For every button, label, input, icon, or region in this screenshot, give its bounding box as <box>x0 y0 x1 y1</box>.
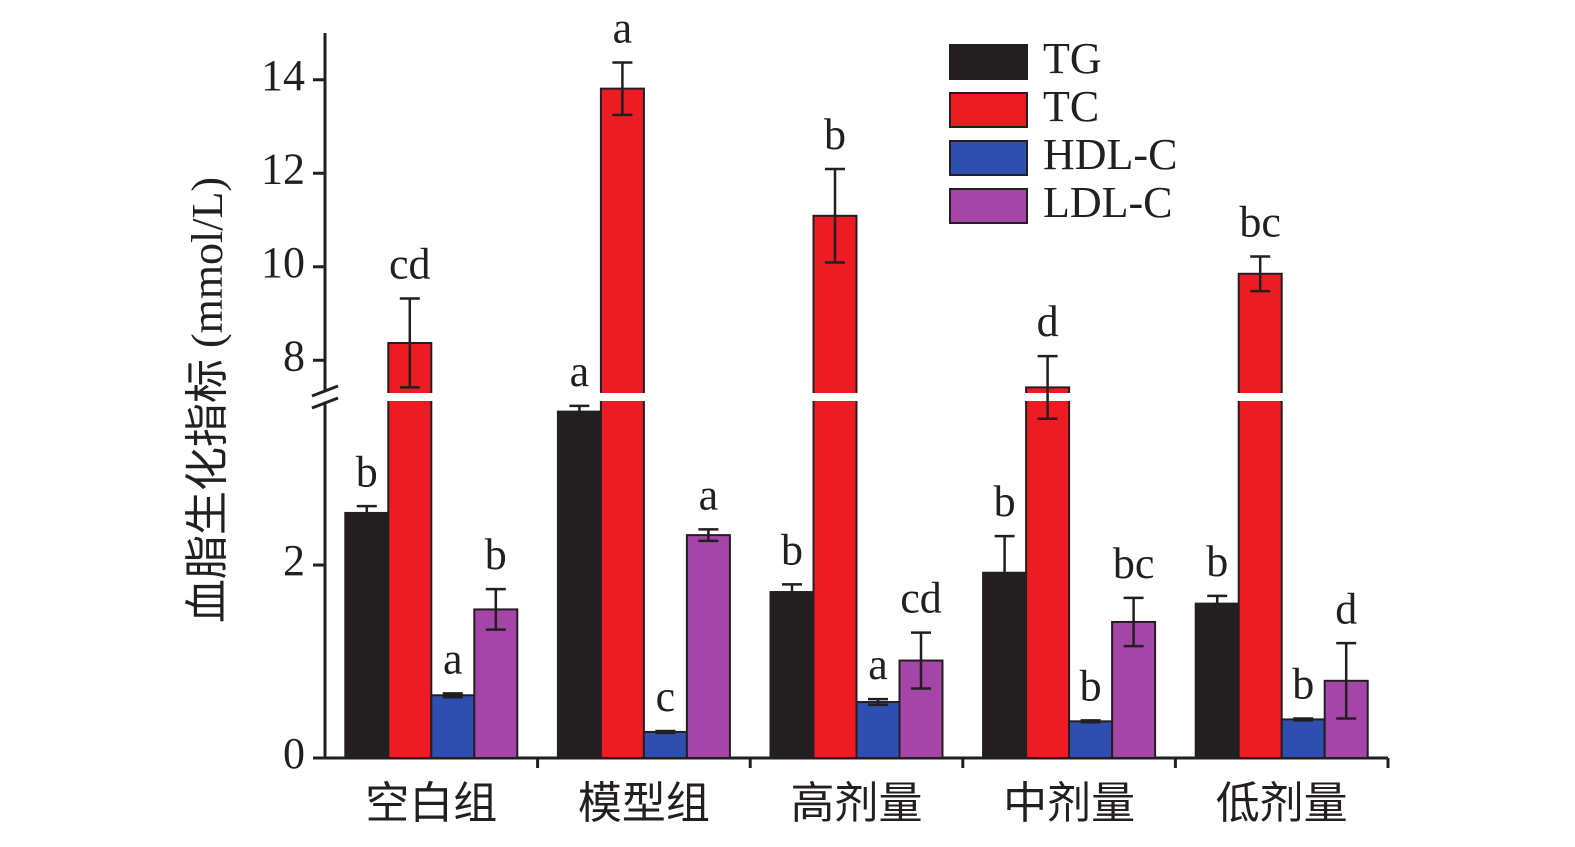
significance-label: d <box>1037 297 1059 346</box>
x-tick-label: 模型组 <box>578 779 710 828</box>
legend-swatch <box>949 188 1028 224</box>
error-bar <box>1250 255 1271 293</box>
error-bar <box>442 692 463 699</box>
bar <box>1068 720 1114 760</box>
legend-label: LDL-C <box>1043 178 1173 227</box>
significance-label: cd <box>389 240 431 289</box>
significance-label: a <box>613 4 633 53</box>
break-gap <box>1236 393 1284 401</box>
bar <box>1237 272 1283 759</box>
error-bar <box>994 534 1015 611</box>
legend-swatch <box>949 92 1028 128</box>
x-tick-label: 空白组 <box>365 779 497 828</box>
significance-label: b <box>781 525 803 574</box>
bar <box>473 608 519 760</box>
y-tick-label: 8 <box>283 331 305 380</box>
significance-label: bc <box>1239 198 1281 247</box>
error-bar <box>485 587 506 631</box>
bar <box>769 591 815 759</box>
error-bar <box>1080 719 1101 724</box>
significance-label: a <box>570 347 590 396</box>
bar <box>685 534 731 759</box>
error-bar <box>569 404 590 419</box>
bar <box>430 694 476 760</box>
y-tick-label: 2 <box>283 536 305 585</box>
error-bar <box>1336 641 1357 720</box>
error-bar <box>1123 596 1144 648</box>
legend-swatch <box>949 140 1028 176</box>
error-bar <box>1207 594 1228 613</box>
axis-break <box>311 396 339 410</box>
bar <box>812 214 858 760</box>
error-bar <box>356 504 377 521</box>
significance-label: cd <box>900 574 942 623</box>
bar <box>599 87 645 760</box>
bar <box>1194 602 1240 760</box>
significance-label: b <box>994 477 1016 526</box>
significance-label: bc <box>1113 539 1155 588</box>
significance-label: d <box>1335 584 1357 633</box>
error-bar <box>612 61 633 117</box>
bar <box>1025 386 1071 759</box>
bar <box>642 730 688 760</box>
legend-label: HDL-C <box>1043 130 1177 179</box>
significance-label: b <box>1206 537 1228 586</box>
significance-label: b <box>485 530 507 579</box>
significance-label: b <box>356 447 378 496</box>
break-gap <box>598 393 646 401</box>
significance-label: b <box>824 110 846 159</box>
significance-label: a <box>443 634 463 683</box>
error-bar <box>698 528 719 543</box>
significance-label: c <box>656 672 676 721</box>
error-bar <box>868 697 888 707</box>
y-tick-label: 12 <box>261 144 305 193</box>
error-bar <box>782 583 802 602</box>
error-bar <box>655 729 676 735</box>
y-axis-title: 血脂生化指标 (mmol/L) <box>183 177 232 623</box>
error-bar <box>399 297 420 389</box>
legend-label: TC <box>1043 82 1099 131</box>
break-gap <box>386 393 434 401</box>
y-tick-label: 10 <box>261 238 305 287</box>
error-bar <box>911 631 931 690</box>
significance-label: a <box>868 640 888 689</box>
significance-label: b <box>1292 660 1314 709</box>
axis-break <box>311 384 339 398</box>
bar <box>855 701 901 760</box>
x-tick-label: 低剂量 <box>1216 779 1348 828</box>
significance-label: b <box>1080 661 1102 710</box>
legend-label: TG <box>1043 34 1102 83</box>
y-tick-label: 14 <box>261 51 305 100</box>
significance-label: a <box>699 470 719 519</box>
legend-swatch <box>949 44 1028 80</box>
bar <box>387 341 433 759</box>
bar <box>1280 718 1326 759</box>
error-bar <box>1037 354 1058 420</box>
break-gap <box>811 393 859 401</box>
y-tick-label: 0 <box>283 729 305 778</box>
bar <box>556 410 602 759</box>
error-bar <box>1293 717 1314 722</box>
bar <box>344 511 390 759</box>
x-tick-label: 高剂量 <box>791 779 923 828</box>
x-tick-label: 中剂量 <box>1003 779 1135 828</box>
error-bar <box>825 167 845 264</box>
